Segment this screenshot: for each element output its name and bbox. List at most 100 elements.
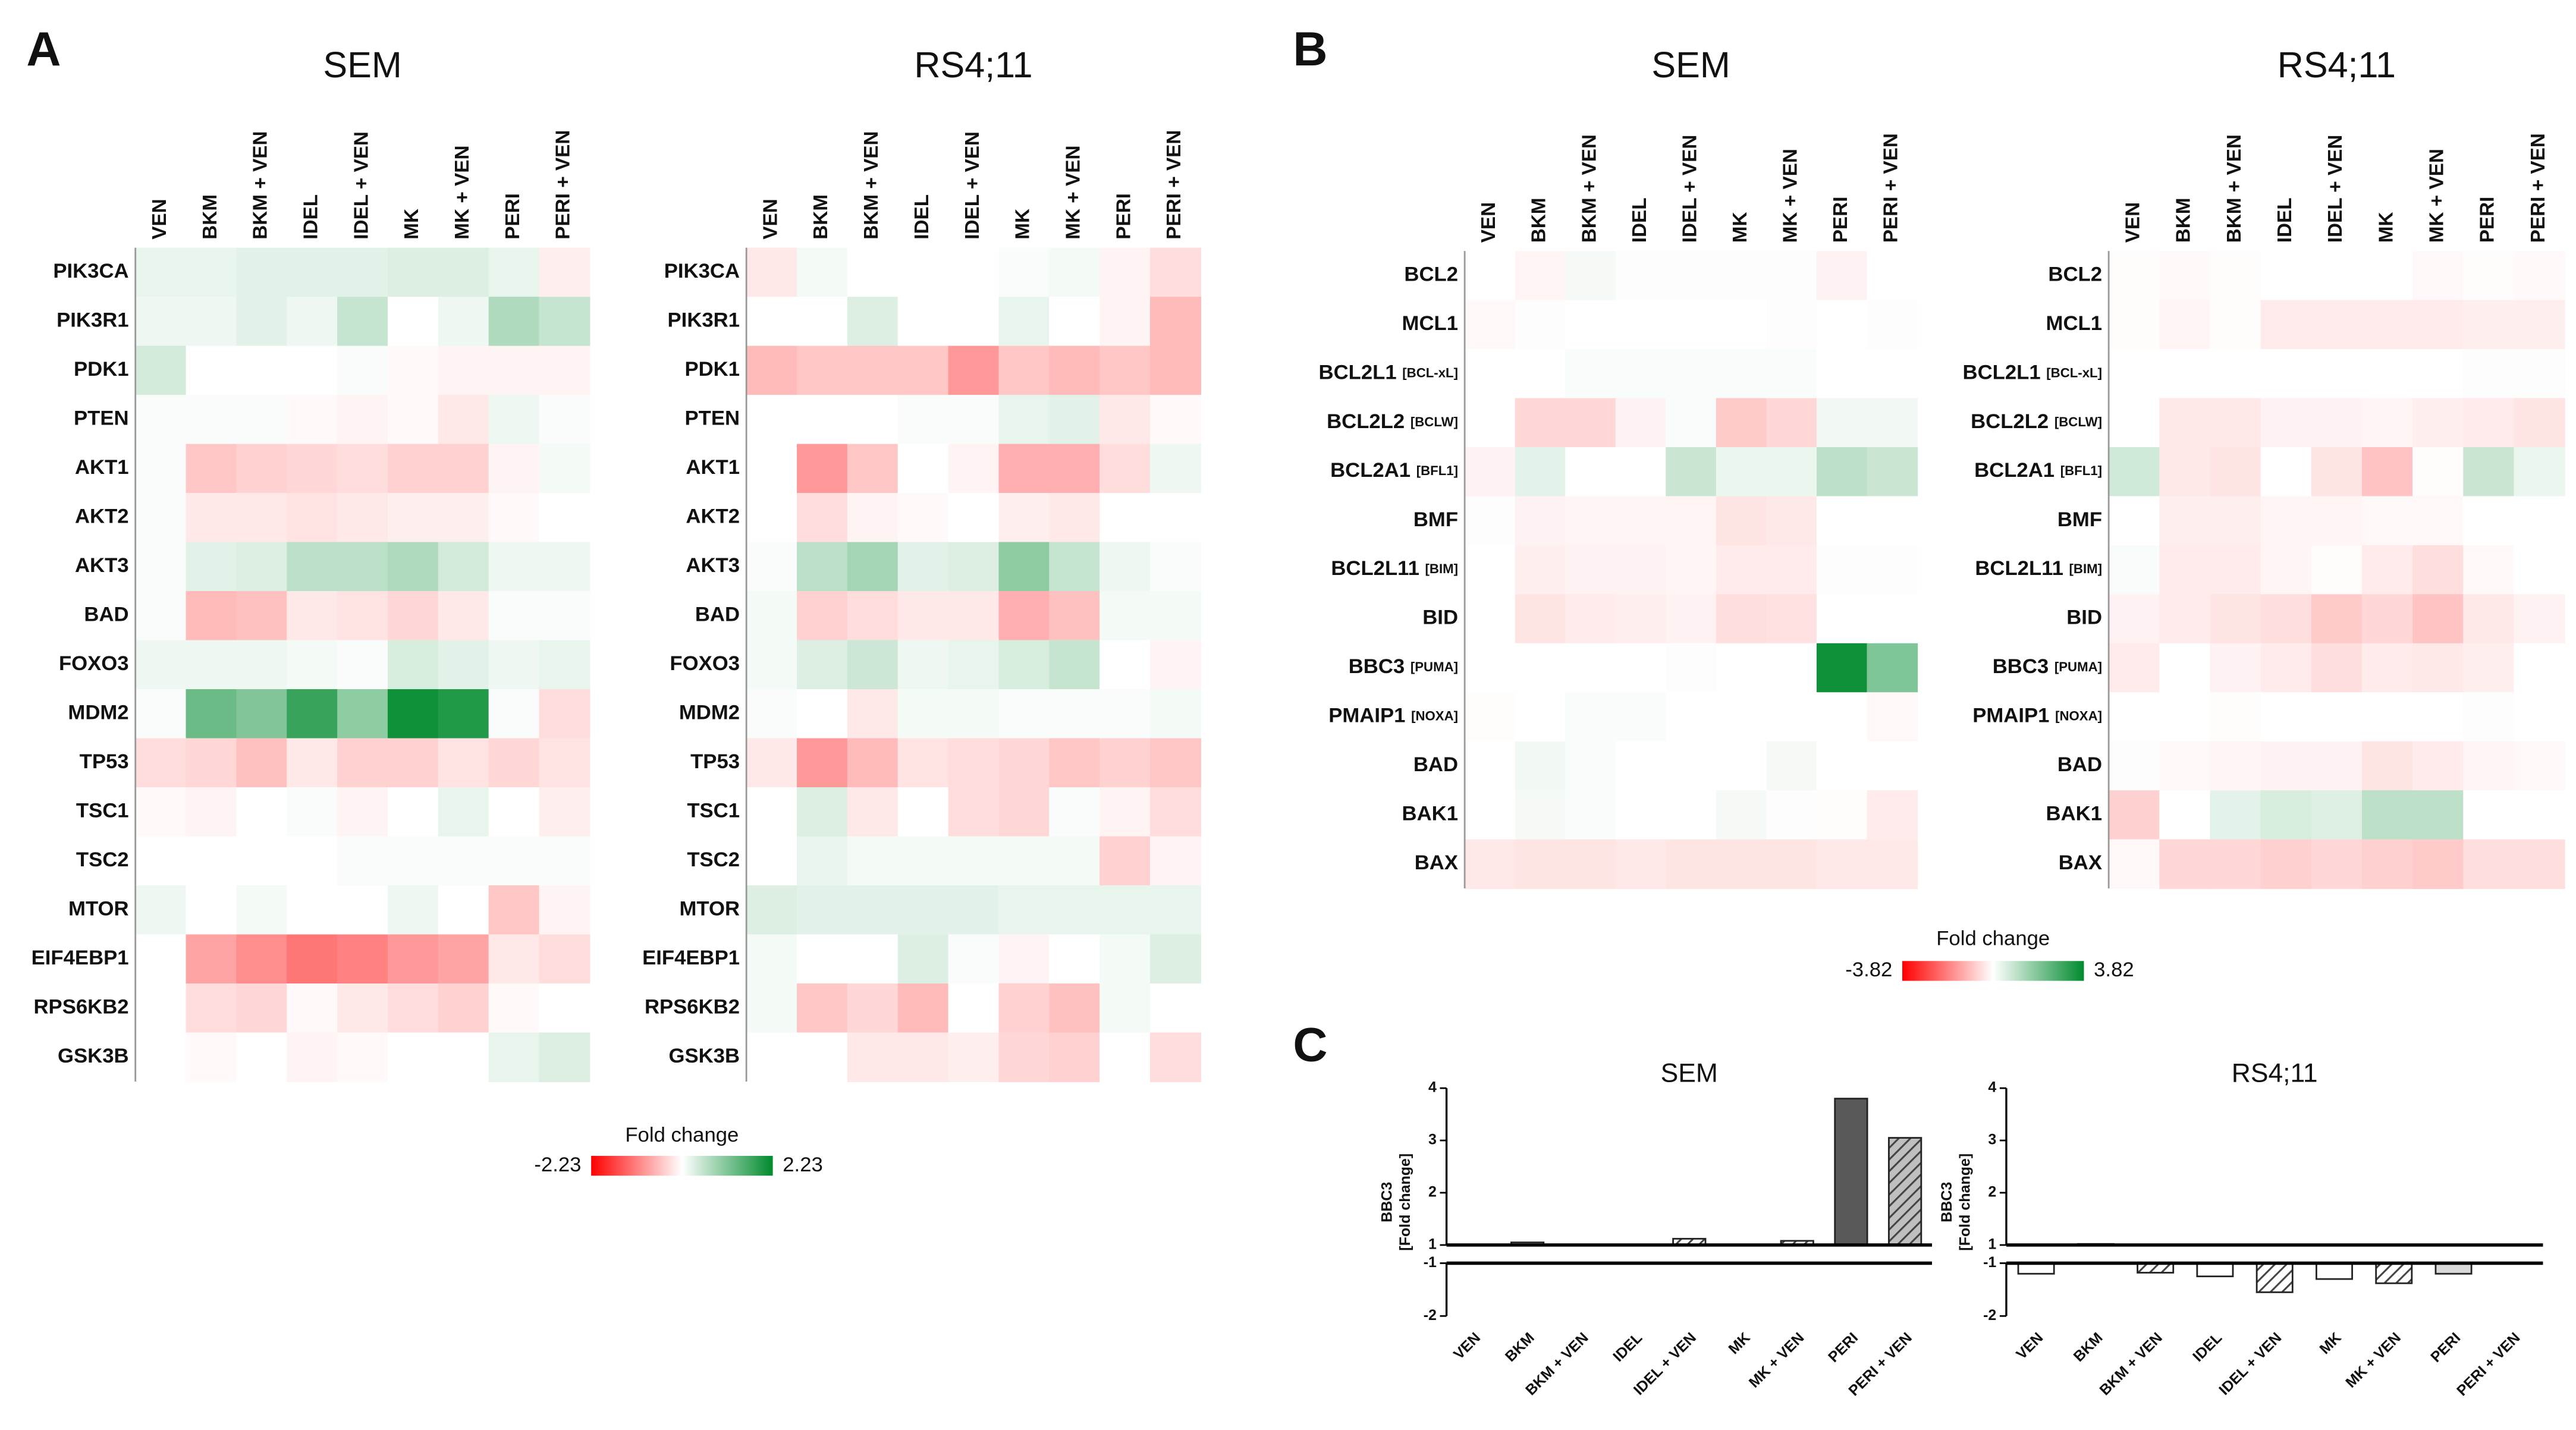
heatmap-cell: [2361, 496, 2414, 546]
heatmap-cell: [438, 395, 489, 445]
y-axis-label: BBC3: [1379, 1182, 1396, 1222]
heatmap-cell: [797, 885, 848, 935]
heatmap-cell: [2361, 545, 2414, 595]
heatmap-cell: [1766, 545, 1818, 595]
column-label: VEN: [1478, 202, 1500, 243]
heatmap-cell: [948, 787, 1000, 837]
heatmap-cell: [387, 787, 439, 837]
heatmap-cell: [998, 591, 1050, 641]
bar: [1834, 1098, 1868, 1246]
row-label: BID: [2066, 606, 2102, 629]
row-label: PMAIP1 [NOXA]: [1328, 705, 1458, 727]
heatmap-cell: [847, 345, 899, 396]
heatmap-cell: [998, 297, 1050, 347]
heatmap-cell: [488, 247, 540, 298]
heatmap-cell: [1565, 545, 1616, 595]
heatmap-cell: [488, 836, 540, 887]
heatmap-cell: [1465, 839, 1516, 890]
column-label: PERI + VEN: [2527, 133, 2549, 243]
heatmap-cell: [797, 395, 848, 445]
heatmap-cell: [847, 444, 899, 494]
heatmap-cell: [488, 640, 540, 690]
heatmap-cell: [847, 297, 899, 347]
heatmap-cell: [488, 493, 540, 543]
row-label: BCL2L11 [BIM]: [1331, 557, 1458, 580]
colorbar-max: 3.82: [2094, 958, 2134, 981]
heatmap-cell: [337, 640, 389, 690]
x-tick-label: IDEL + VEN: [2216, 1330, 2285, 1398]
heatmap-cell: [488, 738, 540, 788]
chart-title: RS4;11: [2232, 1059, 2318, 1088]
heatmap-cell: [135, 444, 187, 494]
row-label: EIF4EBP1: [32, 947, 129, 969]
heatmap-cell: [797, 934, 848, 985]
heatmap-cell: [1816, 790, 1868, 840]
heatmap-cell: [2210, 300, 2261, 350]
heatmap-cell: [186, 542, 237, 592]
heatmap-cell: [2109, 643, 2160, 693]
column-label: VEN: [2122, 202, 2144, 243]
heatmap-cell: [1766, 594, 1818, 644]
heatmap-cell: [2514, 839, 2565, 890]
y-tick-label: -1: [1983, 1254, 1996, 1271]
heatmap-cell: [186, 493, 237, 543]
heatmap-cell: [1816, 545, 1868, 595]
heatmap-cell: [1716, 447, 1767, 497]
heatmap-cell: [1515, 594, 1566, 644]
row-label: BCL2L2 [BCLW]: [1327, 410, 1458, 433]
bar: [2375, 1262, 2413, 1284]
colorbar-max: 2.23: [783, 1154, 823, 1176]
heatmap-cell: [337, 297, 389, 347]
heatmap-cell: [135, 640, 187, 690]
heatmap-cell: [135, 493, 187, 543]
heatmap-cell: [287, 247, 338, 298]
row-label: TP53: [690, 750, 740, 773]
heatmap-cell: [948, 1032, 1000, 1083]
row-label: BAK1: [2046, 803, 2103, 825]
column-label: BKM + VEN: [860, 131, 882, 239]
row-label: BCL2L1 [BCL-xL]: [1963, 361, 2103, 384]
heatmap-cell: [1766, 741, 1818, 791]
heatmap-cell: [1666, 692, 1717, 742]
heatmap-cell: [2514, 545, 2565, 595]
heatmap-cell: [1615, 300, 1667, 350]
heatmap-cell: [2159, 545, 2211, 595]
heatmap-cell: [1766, 300, 1818, 350]
heatmap-cell: [2159, 594, 2211, 644]
chart-title: RS4;11: [914, 45, 1032, 85]
heatmap-cell: [337, 836, 389, 887]
heatmap-cell: [1666, 594, 1717, 644]
heatmap-cell: [236, 640, 288, 690]
heatmap-cell: [287, 738, 338, 788]
y-tick-label: 4: [1428, 1079, 1437, 1096]
heatmap-cell: [236, 542, 288, 592]
heatmap-cell: [236, 591, 288, 641]
row-label: TP53: [80, 750, 129, 773]
column-label: MK + VEN: [451, 145, 473, 239]
heatmap-cell: [897, 542, 949, 592]
heatmap-cell: [1099, 247, 1151, 298]
heatmap-cell: [539, 247, 590, 298]
heatmap-cell: [287, 983, 338, 1033]
heatmap-cell: [1515, 741, 1566, 791]
heatmap-cell: [1867, 398, 1918, 448]
heatmap-cell: [2463, 398, 2515, 448]
heatmap-cell: [287, 934, 338, 985]
heatmap-cell: [797, 444, 848, 494]
row-label: RPS6KB2: [645, 995, 740, 1018]
heatmap-cell: [1766, 349, 1818, 399]
heatmap-cell: [488, 885, 540, 935]
column-label: BKM + VEN: [1578, 134, 1600, 243]
chart-title: RS4;11: [2277, 45, 2396, 85]
row-label: BAX: [2059, 851, 2102, 874]
heatmap-cell: [1099, 787, 1151, 837]
heatmap-cell: [1049, 247, 1101, 298]
heatmap-cell: [1515, 251, 1566, 301]
heatmap-cell: [1565, 839, 1616, 890]
heatmap-cell: [2109, 741, 2160, 791]
heatmap-cell: [746, 345, 798, 396]
y-tick-label: 2: [1428, 1184, 1437, 1200]
heatmap-cell: [236, 297, 288, 347]
heatmap-cell: [2311, 790, 2363, 840]
heatmap-cell: [2361, 398, 2414, 448]
